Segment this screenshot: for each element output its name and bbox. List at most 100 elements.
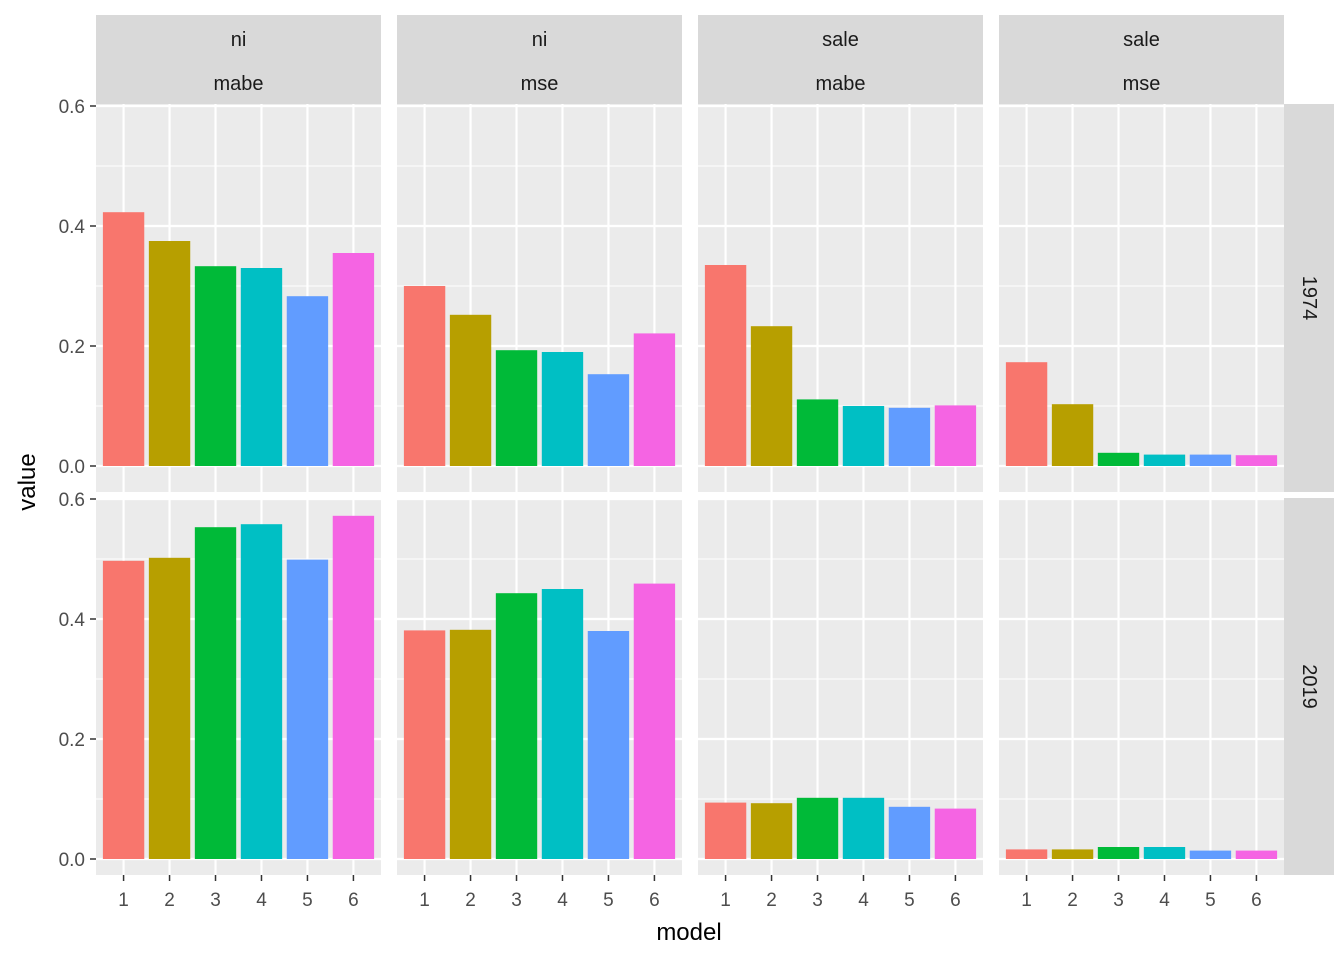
strip-label-metric: mabe [213,73,263,95]
row-strip: 2019 [1284,498,1334,875]
panel [96,497,381,875]
bar-model-3 [796,797,839,859]
y-tick-label: 0.0 [59,457,85,478]
bar-model-1 [1005,362,1048,466]
bar-model-1 [1005,849,1048,859]
bar-model-4 [1143,847,1186,859]
bar-model-2 [750,803,793,859]
bar-model-2 [1051,404,1094,466]
x-tick-label: 4 [858,890,869,911]
bar-model-6 [332,515,375,859]
y-tick-label: 0.4 [59,610,86,631]
bar-model-2 [449,629,492,859]
x-tick-label: 6 [950,890,961,911]
bar-model-3 [194,527,237,859]
panels [96,104,1284,875]
x-tick-label: 2 [1067,890,1078,911]
x-tick-label: 1 [720,890,731,911]
bar-model-5 [888,407,931,466]
x-tick-label: 6 [649,890,660,911]
strip-background [1284,498,1334,875]
column-strip: sale mse [999,15,1284,104]
bar-model-3 [1097,452,1140,466]
panel [698,497,983,875]
strip-label-metric: mabe [815,73,865,95]
bar-model-2 [750,326,793,466]
column-strip: ni mse [397,15,682,104]
bar-model-3 [495,593,538,859]
strip-label-var: ni [231,29,247,51]
panel [397,497,682,875]
x-tick-label: 1 [118,890,129,911]
x-tick-label: 2 [465,890,476,911]
panel [698,104,983,492]
x-tick-label: 1 [419,890,430,911]
panel-background [999,498,1284,875]
x-tick-label: 2 [766,890,777,911]
bar-model-5 [1189,454,1232,466]
row-strips: 1974 2019 [1284,104,1334,875]
bar-model-2 [449,314,492,466]
column-strip: ni mabe [96,15,381,104]
x-axis: 1 2 3 4 5 6 1 2 3 4 5 6 1 2 3 4 5 6 1 2 3 4 5 6 [118,875,1262,911]
column-strips: ni mabe ni mse sale mabe sale mse [96,15,1284,104]
y-tick-label: 0.2 [59,337,85,358]
strip-background [397,15,682,104]
y-tick-label: 0.2 [59,730,85,751]
bar-model-5 [587,631,630,859]
bar-model-4 [240,268,283,466]
y-axis: 0.0 0.2 0.4 0.6 0.0 0.2 0.4 0.6 [59,97,96,871]
x-tick-label: 3 [210,890,221,911]
x-tick-label: 4 [256,890,267,911]
bar-model-1 [704,265,747,466]
strip-background [698,15,983,104]
strip-label-metric: mse [1123,73,1161,95]
bar-model-3 [495,350,538,466]
y-tick-label: 0.6 [59,490,85,511]
x-tick-label: 6 [348,890,359,911]
panel [999,497,1284,875]
bar-model-5 [587,374,630,466]
bar-model-4 [842,406,885,466]
x-tick-label: 6 [1251,890,1262,911]
bar-model-1 [102,560,145,859]
strip-label-row: 1974 [1298,276,1320,321]
x-axis-title: model [656,919,721,946]
strip-label-var: sale [822,29,859,51]
bar-model-6 [934,808,977,859]
bar-model-2 [1051,849,1094,859]
bar-model-1 [403,630,446,859]
x-tick-label: 1 [1021,890,1032,911]
bar-model-5 [888,806,931,859]
bar-model-1 [102,212,145,466]
bar-model-1 [403,286,446,466]
column-strip: sale mabe [698,15,983,104]
strip-background [999,15,1284,104]
bar-model-4 [240,524,283,859]
strip-label-var: sale [1123,29,1160,51]
bar-model-6 [934,405,977,466]
bar-model-5 [286,296,329,466]
bar-model-3 [194,266,237,466]
x-tick-label: 5 [603,890,614,911]
strip-label-row: 2019 [1298,664,1320,709]
panel [999,104,1284,492]
x-tick-label: 3 [511,890,522,911]
bar-model-6 [1235,455,1278,466]
strip-background [1284,104,1334,492]
x-tick-label: 3 [1113,890,1124,911]
bar-model-6 [1235,850,1278,859]
y-tick-label: 0.0 [59,850,85,871]
row-strip: 1974 [1284,104,1334,492]
bar-model-3 [1097,847,1140,859]
x-tick-label: 3 [812,890,823,911]
bar-model-4 [1143,454,1186,466]
x-tick-label: 2 [164,890,175,911]
y-tick-label: 0.4 [59,217,86,238]
strip-background [96,15,381,104]
bar-model-4 [541,352,584,466]
bar-model-4 [842,797,885,859]
x-tick-label: 5 [1205,890,1216,911]
bar-model-6 [633,333,676,466]
